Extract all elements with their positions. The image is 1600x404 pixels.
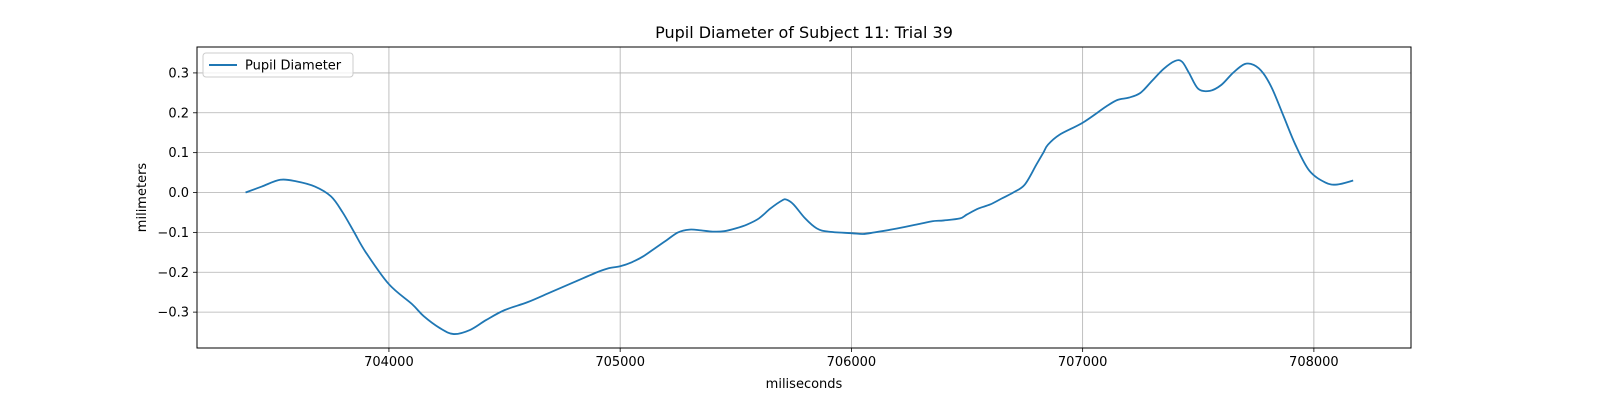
x-tick-label: 705000	[595, 355, 645, 370]
plot-frame	[196, 46, 1412, 349]
y-axis-label: milimeters	[135, 163, 150, 233]
y-tick-label: −0.1	[157, 226, 189, 241]
y-tick-label: 0.1	[168, 146, 189, 161]
grid	[197, 47, 1411, 348]
x-tick-label: 704000	[364, 355, 414, 370]
x-tick-label: 707000	[1058, 355, 1108, 370]
legend-label: Pupil Diameter	[245, 59, 342, 74]
x-axis-label: miliseconds	[766, 377, 843, 392]
x-tick-label: 706000	[827, 355, 877, 370]
legend-box	[202, 52, 354, 78]
y-tick-label: −0.2	[157, 266, 189, 281]
series-line-pupil-diameter	[245, 59, 1354, 335]
x-axis-ticks: 704000 705000 706000 707000 708000	[364, 348, 1339, 370]
y-tick-label: 0.0	[168, 186, 189, 201]
series-layer	[245, 59, 1354, 335]
y-tick-label: 0.3	[168, 66, 189, 81]
y-axis-ticks: −0.3 −0.2 −0.1 0.0 0.1 0.2 0.3	[157, 66, 197, 321]
chart-title: Pupil Diameter of Subject 11: Trial 39	[655, 23, 953, 42]
y-tick-label: −0.3	[157, 306, 189, 321]
legend: Pupil Diameter	[202, 52, 354, 78]
y-tick-label: 0.2	[168, 106, 189, 121]
x-tick-label: 708000	[1289, 355, 1339, 370]
